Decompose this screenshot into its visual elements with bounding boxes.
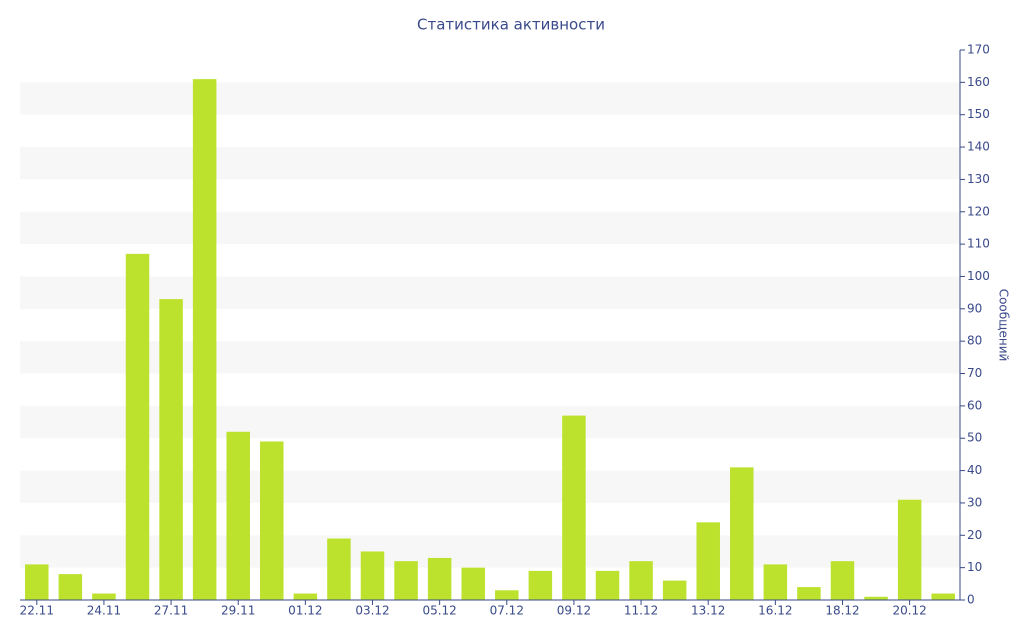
bar [763,564,788,600]
y-tick-label: 30 [967,495,982,509]
bar [629,561,653,600]
chart-title: Статистика активности [417,16,605,34]
bar [25,564,49,600]
bar [427,557,452,600]
y-tick-label: 120 [967,204,990,218]
x-tick-label: 20.12 [892,604,926,618]
bar [394,561,418,600]
bar [528,570,553,600]
bar [730,467,754,600]
bar [461,567,485,600]
y-tick-label: 130 [967,172,990,186]
y-tick-label: 90 [967,301,982,315]
x-tick-label: 22.11 [20,604,54,618]
bar [495,590,519,600]
bar [696,522,720,600]
y-tick-label: 60 [967,398,982,412]
y-tick-label: 80 [967,334,982,348]
bar [595,570,620,600]
y-tick-label: 170 [967,43,990,57]
bar [562,415,586,600]
bar [226,431,250,600]
bar [830,561,855,600]
x-tick-label: 13.12 [691,604,725,618]
bar [360,551,385,600]
y-tick-label: 10 [967,560,982,574]
bar [58,574,83,600]
bar [931,593,955,600]
y-tick-label: 0 [967,593,975,607]
x-tick-label: 11.12 [624,604,658,618]
y-tick-label: 110 [967,237,990,251]
y-tick-label: 140 [967,140,990,154]
x-tick-label: 24.11 [87,604,121,618]
y-axis-label: Сообщений [997,289,1011,362]
bar [327,538,351,600]
bar [864,596,888,600]
bar [897,499,922,600]
x-tick-label: 18.12 [825,604,859,618]
x-tick-label: 07.12 [490,604,524,618]
x-tick-label: 05.12 [422,604,456,618]
grid-band [20,147,960,180]
x-tick-label: 03.12 [355,604,389,618]
grid-band [20,82,960,115]
bar [797,587,821,600]
y-tick-label: 20 [967,528,982,542]
y-tick-label: 160 [967,75,990,89]
grid-band [20,211,960,245]
bar [125,253,150,600]
y-tick-label: 70 [967,366,982,380]
x-tick-label: 27.11 [154,604,188,618]
y-tick-label: 40 [967,463,982,477]
bar [293,593,318,600]
y-tick-label: 150 [967,107,990,121]
bar [92,593,116,600]
bar [159,299,183,600]
x-tick-label: 01.12 [288,604,322,618]
x-tick-label: 16.12 [758,604,792,618]
x-tick-label: 09.12 [557,604,591,618]
y-tick-label: 100 [967,269,990,283]
bar [192,79,217,600]
bar [662,580,687,600]
x-tick-label: 29.11 [221,604,255,618]
bar [260,441,284,600]
y-tick-label: 50 [967,431,982,445]
